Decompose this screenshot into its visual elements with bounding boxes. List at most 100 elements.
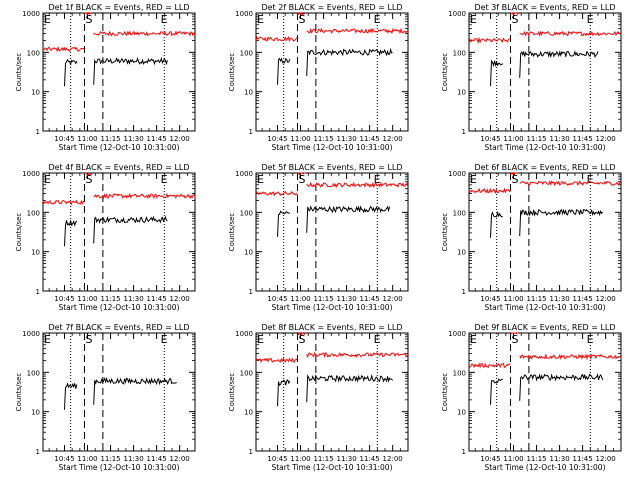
events-series-line <box>490 378 503 405</box>
x-tick-label: 11:00 <box>503 295 523 303</box>
plot-frame <box>255 12 409 132</box>
y-tick-label: 100 <box>240 369 253 377</box>
marker-letter-e: E <box>374 13 381 26</box>
x-tick-label: 11:45 <box>360 295 380 303</box>
chart-panel-4: Det 4f BLACK = Events, RED = LLD 1 10 100 10… <box>15 163 196 312</box>
plot-frame <box>468 332 622 452</box>
x-tick-label: 11:00 <box>77 135 97 143</box>
plot-frame <box>468 12 622 132</box>
lld-series-line <box>519 180 622 187</box>
marker-letter-e: E <box>470 333 477 346</box>
x-tick-label: 12:00 <box>170 455 190 463</box>
events-series-line <box>490 59 504 87</box>
marker-letter-s: S <box>85 333 92 346</box>
x-tick-label: 12:00 <box>383 455 403 463</box>
x-tick-label: 11:15 <box>313 295 333 303</box>
marker-letter-s: S <box>85 13 92 26</box>
events-series-line <box>519 208 604 237</box>
marker-letter-e: E <box>257 13 264 26</box>
chart-title: Det 8f BLACK = Events, RED = LLD <box>261 323 402 332</box>
chart-title: Det 2f BLACK = Events, RED = LLD <box>261 3 402 12</box>
x-tick-label: 10:45 <box>54 135 74 143</box>
events-series-line <box>519 373 604 401</box>
events-series-line <box>306 205 391 233</box>
events-series-line <box>277 57 291 85</box>
y-tick-label: 1 <box>36 128 40 136</box>
x-tick-label: 11:15 <box>313 135 333 143</box>
marker-letter-e: E <box>587 173 594 186</box>
lld-series-line <box>468 362 511 369</box>
events-series-line <box>93 215 168 244</box>
x-tick-label: 11:45 <box>147 455 167 463</box>
x-tick-label: 10:45 <box>480 455 500 463</box>
y-tick-label: 1000 <box>22 10 40 18</box>
y-tick-label: 10 <box>457 89 466 97</box>
chart-title: Det 3f BLACK = Events, RED = LLD <box>474 3 615 12</box>
y-tick-label: 1000 <box>235 170 253 178</box>
y-tick-label: 1000 <box>22 330 40 338</box>
marker-letter-s: S <box>511 13 518 26</box>
lld-series-line <box>42 199 85 206</box>
chart-title: Det 7f BLACK = Events, RED = LLD <box>48 323 189 332</box>
x-tick-label: 11:00 <box>503 455 523 463</box>
events-series-line <box>93 56 168 85</box>
events-series-line <box>277 210 291 237</box>
x-axis-label: Start Time (12-Oct-10 10:31:00) <box>484 143 605 152</box>
marker-letter-e: E <box>257 173 264 186</box>
x-tick-label: 11:30 <box>123 135 143 143</box>
y-axis-label: Counts/sec <box>441 53 449 92</box>
events-series-line <box>64 58 78 87</box>
y-tick-label: 1000 <box>448 330 466 338</box>
marker-letter-e: E <box>374 333 381 346</box>
y-axis-label: Counts/sec <box>228 53 236 92</box>
y-tick-label: 100 <box>240 209 253 217</box>
x-axis-label: Start Time (12-Oct-10 10:31:00) <box>58 143 179 152</box>
y-tick-label: 1000 <box>235 10 253 18</box>
lld-series-line <box>510 172 519 176</box>
x-tick-label: 11:00 <box>77 295 97 303</box>
chart-title: Det 1f BLACK = Events, RED = LLD <box>48 3 189 12</box>
x-tick-label: 11:15 <box>100 295 120 303</box>
marker-letter-e: E <box>161 13 168 26</box>
chart-title: Det 5f BLACK = Events, RED = LLD <box>261 163 402 172</box>
x-tick-label: 10:45 <box>267 135 287 143</box>
x-tick-label: 11:00 <box>290 455 310 463</box>
x-tick-label: 12:00 <box>596 135 616 143</box>
y-axis-label: Counts/sec <box>441 373 449 412</box>
y-tick-label: 1000 <box>235 330 253 338</box>
x-tick-label: 10:45 <box>480 135 500 143</box>
x-tick-label: 11:15 <box>100 135 120 143</box>
x-axis-label: Start Time (12-Oct-10 10:31:00) <box>271 463 392 472</box>
marker-letter-e: E <box>44 173 51 186</box>
marker-letter-s: S <box>511 333 518 346</box>
marker-letter-e: E <box>44 13 51 26</box>
lld-series-line <box>519 353 622 361</box>
lld-series-line <box>93 192 196 200</box>
y-tick-label: 10 <box>457 409 466 417</box>
x-axis-label: Start Time (12-Oct-10 10:31:00) <box>58 303 179 312</box>
x-tick-label: 12:00 <box>170 135 190 143</box>
x-tick-label: 10:45 <box>54 455 74 463</box>
marker-letter-s: S <box>298 173 305 186</box>
y-tick-label: 10 <box>244 89 253 97</box>
x-tick-label: 11:45 <box>360 455 380 463</box>
lld-series-line <box>255 357 298 364</box>
x-tick-label: 11:00 <box>503 135 523 143</box>
x-tick-label: 12:00 <box>596 295 616 303</box>
plot-frame <box>42 12 196 132</box>
y-axis-label: Counts/sec <box>15 213 23 252</box>
plot-frame <box>255 172 409 292</box>
events-series-line <box>64 220 78 247</box>
x-tick-label: 11:00 <box>290 295 310 303</box>
y-tick-label: 10 <box>457 249 466 257</box>
chart-panel-9: Det 9f BLACK = Events, RED = LLD 1 10 100 10… <box>441 323 622 472</box>
events-series-line <box>519 50 599 78</box>
x-tick-label: 10:45 <box>267 455 287 463</box>
x-tick-label: 10:45 <box>480 295 500 303</box>
events-series-line <box>64 382 78 410</box>
marker-letter-s: S <box>298 13 305 26</box>
x-tick-label: 11:45 <box>573 135 593 143</box>
chart-panel-3: Det 3f BLACK = Events, RED = LLD 1 10 100 10… <box>441 3 622 152</box>
lld-series-line <box>84 172 93 176</box>
lld-series-line <box>468 36 511 45</box>
